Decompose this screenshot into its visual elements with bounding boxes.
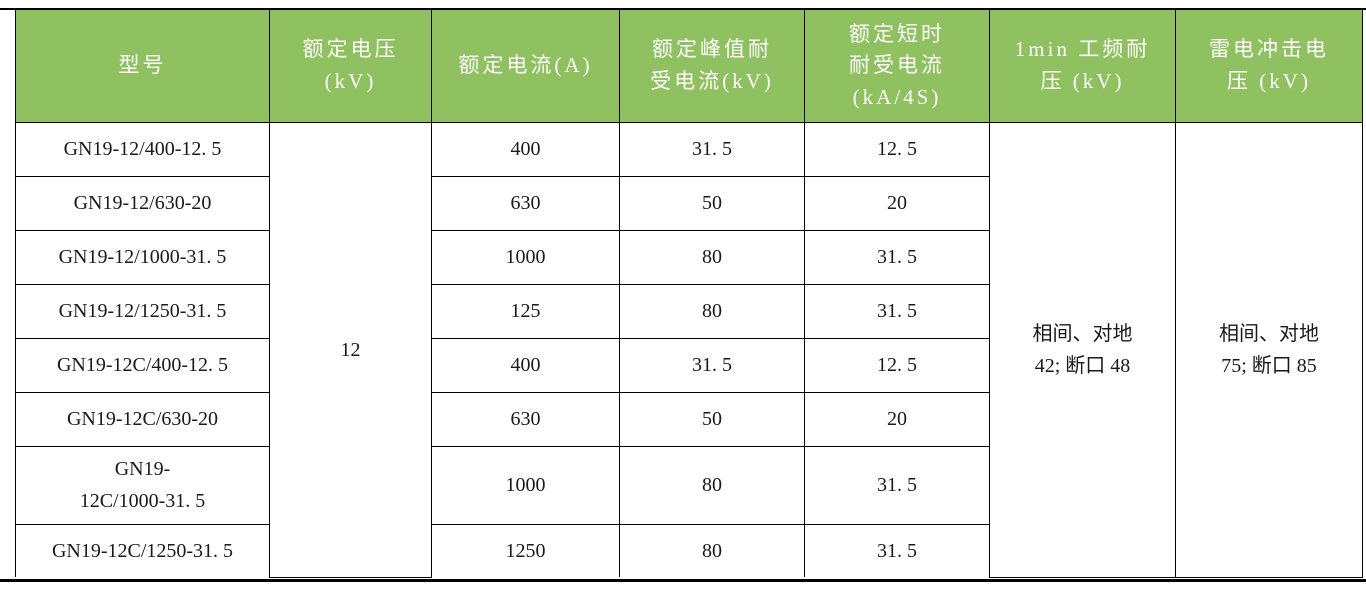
rated-current-cell: 1000 [431, 229, 620, 285]
table-row: GN19-12/400-12. 5 12 400 31. 5 12. 5 相间、… [15, 121, 1363, 578]
rated-current-cell: 125 [431, 283, 620, 339]
model-cell: GN19-12/400-12. 5 [15, 121, 270, 177]
model-cell: GN19-12/630-20 [15, 175, 270, 231]
rated-current-cell: 630 [431, 175, 620, 231]
table-row: GN19-12C/630-20 630 50 20 [15, 391, 1363, 447]
peak-withstand-cell: 31. 5 [619, 337, 805, 393]
peak-withstand-cell: 80 [619, 229, 805, 285]
rated-current-cell: 630 [431, 391, 620, 447]
model-cell: GN19-12C/400-12. 5 [15, 337, 270, 393]
peak-withstand-cell: 80 [619, 283, 805, 339]
peak-withstand-cell: 50 [619, 175, 805, 231]
header-row: 型号 额定电压 (kV) 额定电流(A) 额定峰值耐 受电流(kV) 额定短时 … [15, 10, 1363, 123]
rated-voltage-merged-cell: 12 [269, 121, 432, 578]
short-time-withstand-cell: 31. 5 [804, 445, 990, 525]
peak-withstand-cell: 80 [619, 445, 805, 525]
spec-table: 型号 额定电压 (kV) 额定电流(A) 额定峰值耐 受电流(kV) 额定短时 … [15, 10, 1363, 578]
table-row: GN19-12/1250-31. 5 125 80 31. 5 [15, 283, 1363, 339]
table-row: GN19-12/1000-31. 5 1000 80 31. 5 [15, 229, 1363, 285]
short-time-withstand-cell: 12. 5 [804, 337, 990, 393]
short-time-withstand-cell: 20 [804, 391, 990, 447]
peak-withstand-cell: 31. 5 [619, 121, 805, 177]
model-cell: GN19-12/1250-31. 5 [15, 283, 270, 339]
model-cell: GN19-12C/1250-31. 5 [15, 523, 270, 577]
peak-withstand-cell: 80 [619, 523, 805, 577]
rated-current-cell: 400 [431, 121, 620, 177]
short-time-withstand-cell: 20 [804, 175, 990, 231]
lightning-impulse-merged-cell: 相间、对地 75; 断口 85 [1175, 121, 1363, 578]
column-header-power-frequency-withstand-voltage: 1min 工频耐 压 (kV) [989, 10, 1176, 123]
column-header-peak-withstand-current: 额定峰值耐 受电流(kV) [619, 10, 805, 123]
column-header-lightning-impulse-voltage: 雷电冲击电 压 (kV) [1175, 10, 1363, 123]
model-cell: GN19-12/1000-31. 5 [15, 229, 270, 285]
short-time-withstand-cell: 12. 5 [804, 121, 990, 177]
column-header-short-time-withstand-current: 额定短时 耐受电流 (kA/4S) [804, 10, 990, 123]
table-row: GN19-12C/1250-31. 5 1250 80 31. 5 [15, 523, 1363, 577]
column-header-model: 型号 [15, 10, 270, 123]
peak-withstand-cell: 50 [619, 391, 805, 447]
short-time-withstand-cell: 31. 5 [804, 229, 990, 285]
rated-current-cell: 1000 [431, 445, 620, 525]
top-rule [0, 8, 1366, 10]
column-header-rated-current: 额定电流(A) [431, 10, 620, 123]
model-cell: GN19- 12C/1000-31. 5 [15, 445, 270, 525]
column-header-rated-voltage: 额定电压 (kV) [269, 10, 432, 123]
rated-current-cell: 1250 [431, 523, 620, 577]
table-row: GN19-12/630-20 630 50 20 [15, 175, 1363, 231]
power-frequency-withstand-merged-cell: 相间、对地 42; 断口 48 [989, 121, 1176, 578]
rated-current-cell: 400 [431, 337, 620, 393]
short-time-withstand-cell: 31. 5 [804, 283, 990, 339]
model-cell: GN19-12C/630-20 [15, 391, 270, 447]
bottom-rule [0, 579, 1366, 582]
short-time-withstand-cell: 31. 5 [804, 523, 990, 577]
